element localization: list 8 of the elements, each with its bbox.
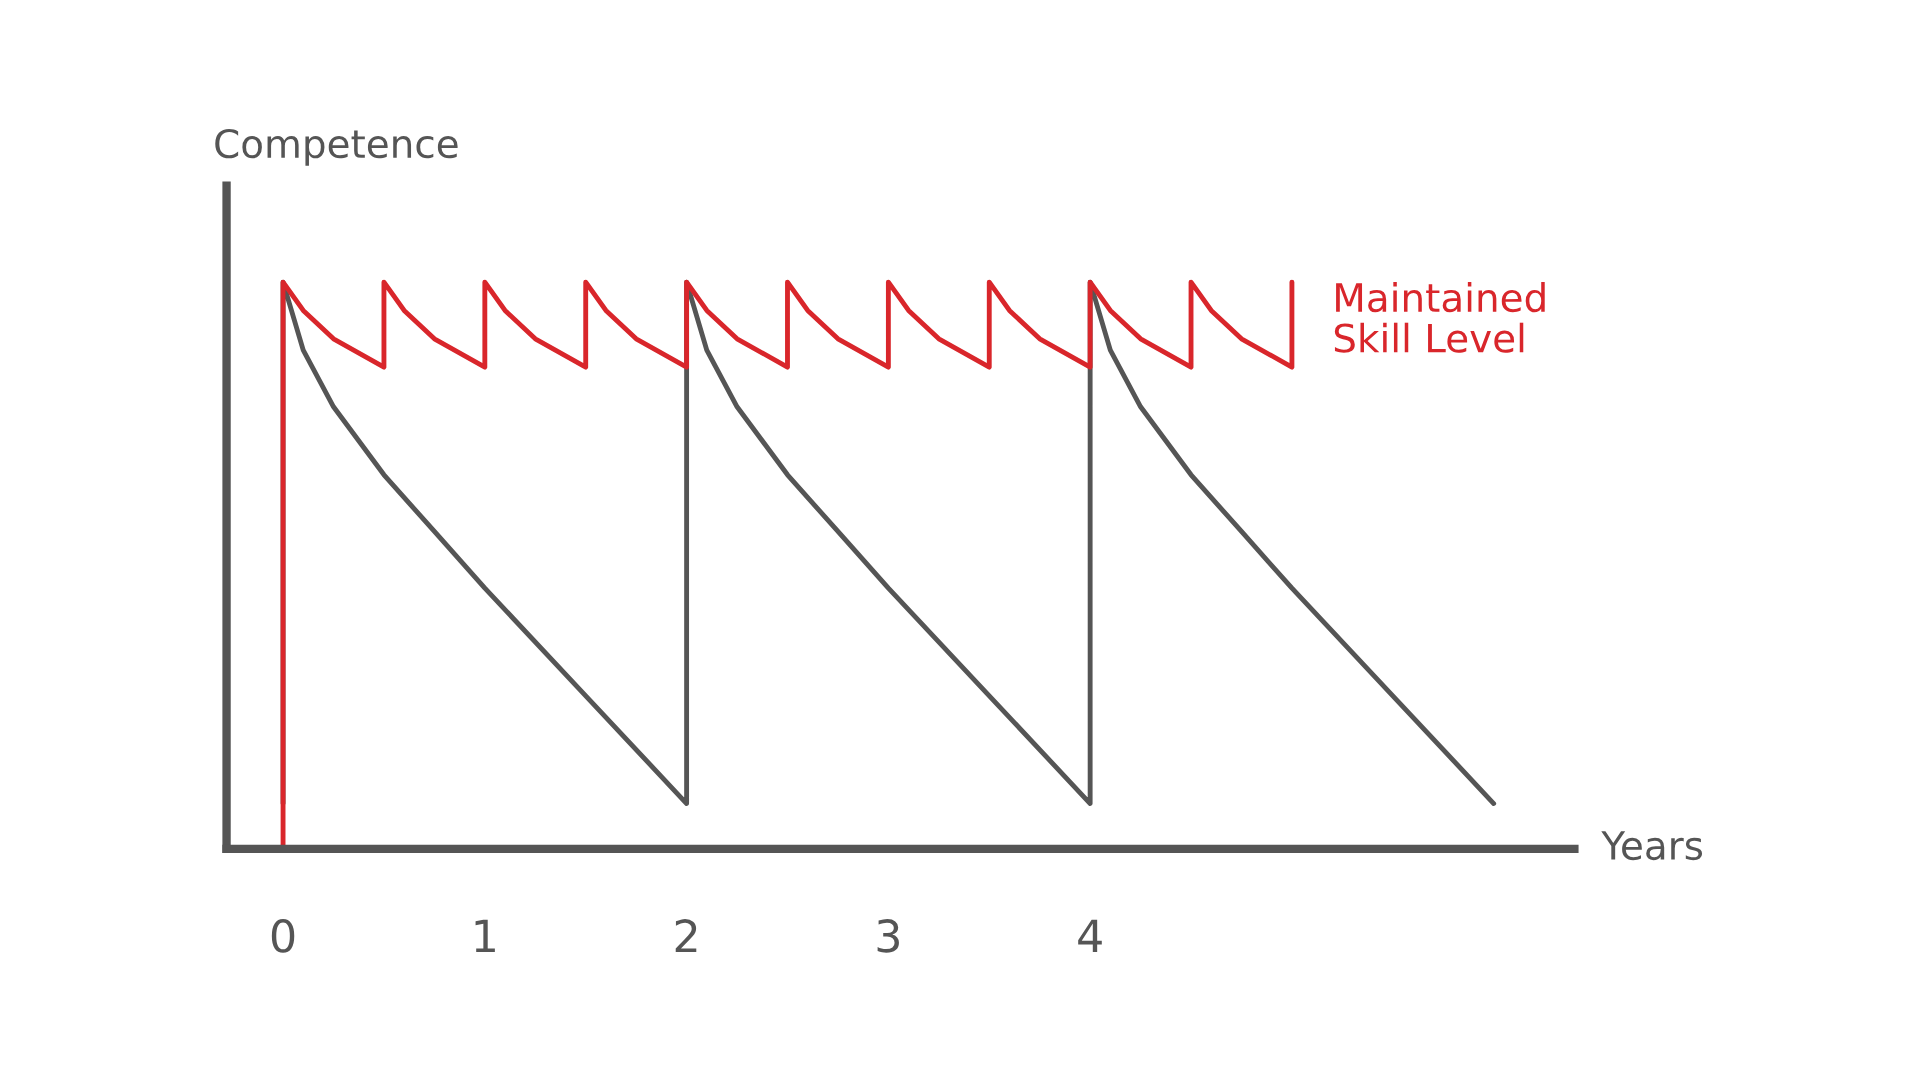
x-tick-label: 4 [1078, 919, 1102, 953]
series-label: Maintained Skill Level [1334, 282, 1545, 353]
x-tick-label: 0 [271, 919, 295, 953]
y-axis-title: Competence [215, 128, 458, 166]
x-axis-title: Years [1601, 831, 1703, 861]
x-tick-label: 2 [675, 919, 697, 953]
x-tick-label: 1 [475, 919, 495, 953]
x-tick-label: 3 [877, 919, 899, 953]
